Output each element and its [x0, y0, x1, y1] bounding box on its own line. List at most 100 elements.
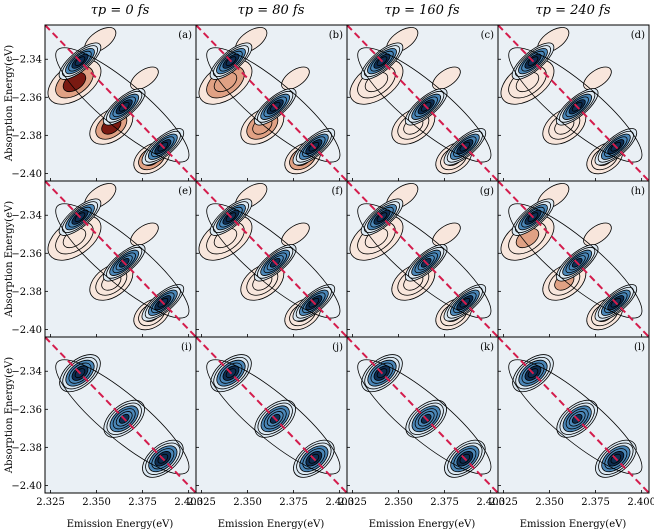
y-tick-label: −2.36	[11, 93, 42, 104]
x-axis-labels: Emission Energy(eV) Emission Energy(eV) …	[67, 519, 627, 530]
y-tick-label: −2.36	[11, 249, 42, 260]
y-tick-label: −2.34	[11, 211, 42, 222]
panel-label: (f)	[331, 186, 343, 197]
y-axis-label-row-2: Absorption Energy(eV)	[4, 357, 15, 474]
x-tick-label: 2.325	[36, 497, 65, 508]
y-axis-labels: Absorption Energy(eV) Absorption Energy(…	[4, 45, 15, 474]
halo-contour	[206, 203, 341, 319]
y-tick-label: −2.38	[11, 131, 42, 142]
panel-label: (e)	[178, 186, 192, 197]
diagonal-line	[196, 337, 347, 493]
x-tick-label: 2.350	[82, 497, 111, 508]
x-tick-label: 2.400	[325, 497, 354, 508]
panel-l: (l) 2.325 2.350 2.375 2.400	[489, 336, 654, 508]
diagonal-line	[347, 181, 498, 337]
halo-contour	[357, 47, 492, 163]
x-axis-label-col-1: Emission Energy(eV)	[218, 519, 325, 530]
halo-contour	[55, 203, 190, 319]
panel-label: (c)	[481, 30, 495, 41]
halo-contour	[508, 203, 643, 319]
contour-layer	[45, 337, 196, 493]
diagonal-line	[347, 337, 498, 493]
panel-frame	[497, 336, 650, 494]
panel-e: (e) −2.34 −2.36 −2.38 −2.40	[11, 180, 197, 338]
halo-contour	[55, 47, 190, 163]
halo-contour	[508, 359, 643, 475]
column-title-3: τp = 240 fs	[535, 3, 610, 18]
y-axis-label-row-0: Absorption Energy(eV)	[4, 45, 15, 162]
panel-i: (i) −2.34 −2.36 −2.38 −2.40 2.325 2.350 2.375 2.…	[11, 336, 203, 508]
diagonal-line	[498, 337, 649, 493]
diagonal-line	[498, 25, 649, 181]
y-axis-label-row-1: Absorption Energy(eV)	[4, 201, 15, 318]
column-titles: τp = 0 fs τp = 80 fs τp = 160 fs τp = 24…	[91, 3, 611, 18]
contour-layer	[196, 181, 347, 337]
contour-layer	[347, 181, 498, 337]
diagonal-line	[498, 181, 649, 337]
x-axis-label-col-0: Emission Energy(eV)	[67, 519, 174, 530]
positive-contour	[281, 222, 310, 246]
contour-layer	[498, 25, 649, 181]
contour-layer	[45, 181, 196, 337]
contour-layer	[498, 337, 649, 493]
positive-contour	[432, 222, 461, 246]
y-tick-label: −2.38	[11, 287, 42, 298]
x-tick-label: 2.325	[187, 497, 216, 508]
positive-contour	[583, 66, 612, 90]
diagonal-line	[45, 25, 196, 181]
contour-layer	[196, 337, 347, 493]
x-axis-label-col-3: Emission Energy(eV)	[520, 519, 627, 530]
contour-layer	[45, 25, 196, 181]
y-tick-label: −2.36	[11, 405, 42, 416]
positive-contour	[130, 66, 159, 90]
panel-label: (a)	[178, 30, 192, 41]
x-tick-label: 2.325	[489, 497, 518, 508]
diagonal-line	[347, 25, 498, 181]
x-tick-label: 2.375	[581, 497, 610, 508]
panel-label: (j)	[332, 342, 343, 353]
panel-label: (k)	[480, 342, 494, 353]
x-tick-label: 2.400	[476, 497, 505, 508]
panel-f: (f)	[195, 180, 348, 338]
x-tick-label: 2.350	[233, 497, 262, 508]
panel-label: (b)	[329, 30, 343, 41]
contour-layer	[347, 25, 498, 181]
panel-d: (d)	[497, 24, 650, 182]
diagonal-line	[196, 25, 347, 181]
contour-layer	[498, 181, 649, 337]
x-axis-label-col-2: Emission Energy(eV)	[369, 519, 476, 530]
panel-label: (l)	[634, 342, 645, 353]
y-tick-label: −2.38	[11, 443, 42, 454]
positive-contour	[281, 66, 310, 90]
positive-contour	[432, 66, 461, 90]
halo-contour	[206, 47, 341, 163]
panel-label: (g)	[480, 186, 494, 197]
x-tick-label: 2.350	[535, 497, 564, 508]
diagonal-line	[45, 181, 196, 337]
contour-layer	[347, 337, 498, 493]
panel-label: (i)	[181, 342, 192, 353]
halo-contour	[508, 47, 643, 163]
column-title-2: τp = 160 fs	[384, 3, 459, 18]
diagonal-line	[196, 181, 347, 337]
panel-c: (c)	[346, 24, 499, 182]
y-tick-label: −2.40	[11, 481, 42, 492]
halo-contour	[357, 203, 492, 319]
y-tick-label: −2.34	[11, 367, 42, 378]
panel-j: (j) 2.325 2.350 2.375 2.400	[187, 336, 354, 508]
x-tick-label: 2.375	[279, 497, 308, 508]
x-tick-label: 2.375	[430, 497, 459, 508]
positive-contour	[583, 222, 612, 246]
positive-contour	[130, 222, 159, 246]
panel-grid: (a) −2.34 −2.36 −2.38 −2.40 (b) (c) (d) (e) −2.34…	[11, 24, 654, 508]
diagonal-line	[45, 337, 196, 493]
x-tick-label: 2.400	[627, 497, 654, 508]
halo-contour	[206, 359, 341, 475]
panel-label: (d)	[631, 30, 645, 41]
panel-b: (b)	[195, 24, 348, 182]
halo-contour	[55, 359, 190, 475]
panel-label: (h)	[631, 186, 645, 197]
column-title-1: τp = 80 fs	[238, 3, 305, 18]
x-tick-label: 2.350	[384, 497, 413, 508]
